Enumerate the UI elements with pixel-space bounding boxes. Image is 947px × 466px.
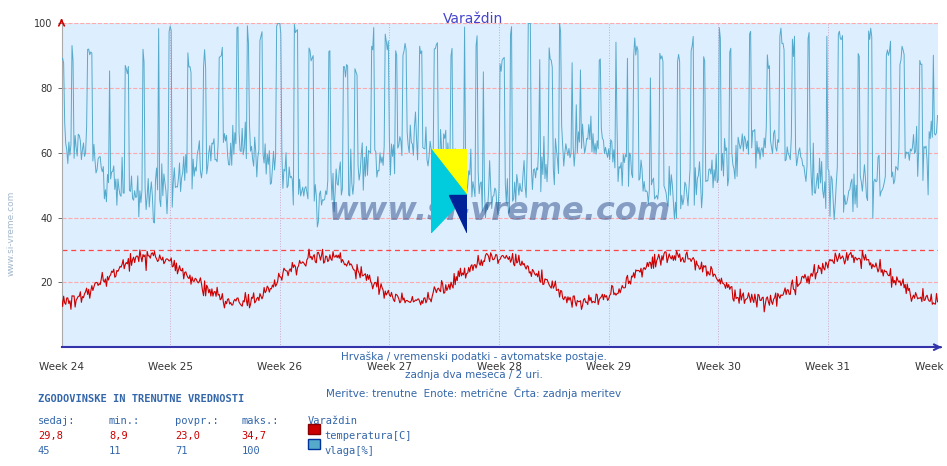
Polygon shape	[431, 149, 467, 195]
Text: ZGODOVINSKE IN TRENUTNE VREDNOSTI: ZGODOVINSKE IN TRENUTNE VREDNOSTI	[38, 394, 244, 404]
Text: 45: 45	[38, 446, 50, 456]
Text: 29,8: 29,8	[38, 431, 63, 441]
Text: Week 31: Week 31	[805, 362, 850, 372]
Text: sedaj:: sedaj:	[38, 416, 76, 426]
Text: Week 25: Week 25	[148, 362, 192, 372]
Text: Week 32: Week 32	[915, 362, 947, 372]
Text: povpr.:: povpr.:	[175, 416, 219, 426]
Text: Week 29: Week 29	[586, 362, 631, 372]
Text: Week 26: Week 26	[258, 362, 302, 372]
Text: Varaždin: Varaždin	[443, 12, 504, 26]
Text: maks.:: maks.:	[241, 416, 279, 426]
Text: Week 30: Week 30	[696, 362, 741, 372]
Text: zadnja dva meseca / 2 uri.: zadnja dva meseca / 2 uri.	[404, 370, 543, 379]
Text: Hrvaška / vremenski podatki - avtomatske postaje.: Hrvaška / vremenski podatki - avtomatske…	[341, 352, 606, 363]
Polygon shape	[449, 195, 467, 233]
Text: Week 27: Week 27	[366, 362, 412, 372]
Text: temperatura[C]: temperatura[C]	[325, 431, 412, 441]
Polygon shape	[431, 149, 467, 233]
Text: 100: 100	[241, 446, 260, 456]
Text: Varaždin: Varaždin	[308, 416, 358, 426]
Text: Meritve: trenutne  Enote: metrične  Črta: zadnja meritev: Meritve: trenutne Enote: metrične Črta: …	[326, 387, 621, 399]
Text: www.si-vreme.com: www.si-vreme.com	[7, 190, 16, 276]
Text: min.:: min.:	[109, 416, 140, 426]
Text: 11: 11	[109, 446, 121, 456]
Text: www.si-vreme.com: www.si-vreme.com	[329, 196, 670, 226]
Text: vlaga[%]: vlaga[%]	[325, 446, 375, 456]
Text: 34,7: 34,7	[241, 431, 266, 441]
Text: Week 24: Week 24	[39, 362, 84, 372]
Text: 8,9: 8,9	[109, 431, 128, 441]
Text: 23,0: 23,0	[175, 431, 200, 441]
Text: Week 28: Week 28	[476, 362, 522, 372]
Text: 71: 71	[175, 446, 188, 456]
